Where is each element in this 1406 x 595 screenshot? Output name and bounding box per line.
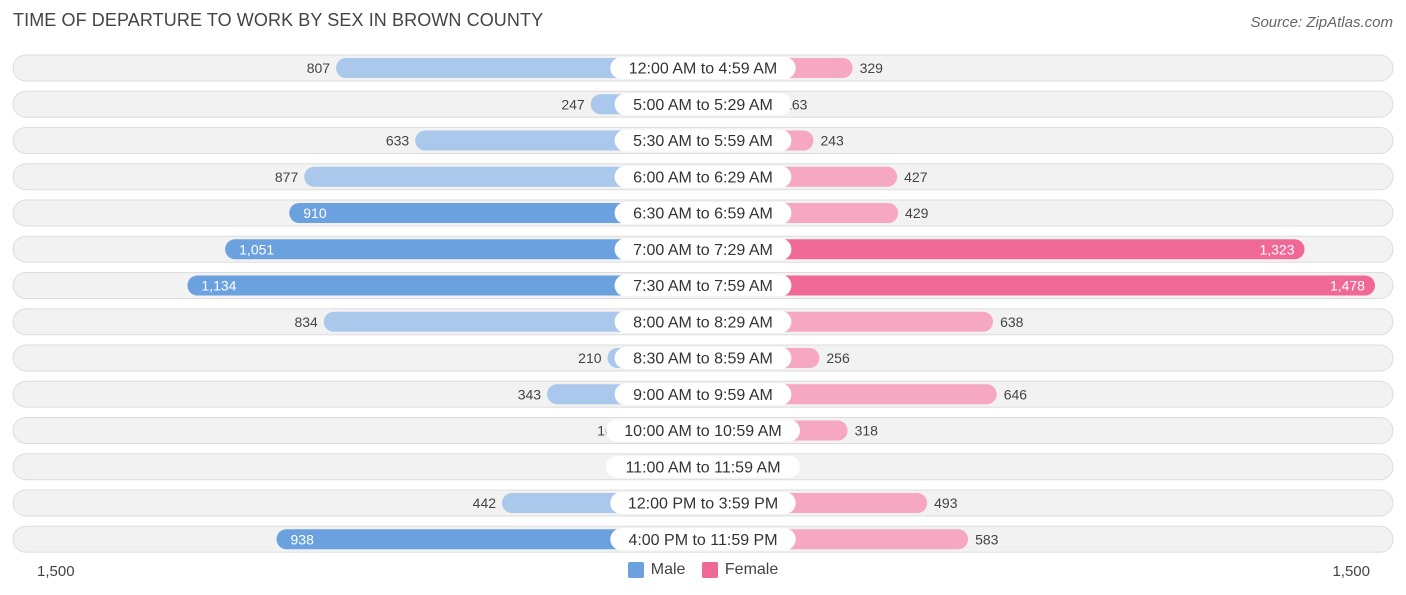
bar-male — [187, 275, 703, 296]
value-label-female: 638 — [1000, 314, 1024, 330]
legend-swatch-male — [627, 562, 644, 578]
value-label-male: 633 — [386, 133, 410, 149]
legend: Male Female — [0, 561, 1406, 583]
category-label-bg — [610, 492, 796, 514]
category-label-bg — [610, 57, 796, 79]
legend-label-male: Male — [650, 561, 686, 578]
legend-swatch-female — [701, 562, 718, 578]
value-label-female: 429 — [905, 205, 929, 221]
category-label-bg — [610, 528, 796, 551]
source-note: Source: ZipAtlas.com — [1250, 14, 1393, 31]
value-label-male: 1,051 — [239, 241, 274, 257]
value-label-male: 442 — [473, 495, 497, 511]
category-label: 10:00 AM to 10:59 AM — [624, 423, 781, 440]
category-label: 12:00 PM to 3:59 PM — [628, 496, 778, 513]
value-label-male: 247 — [561, 96, 585, 112]
category-label-bg — [614, 383, 792, 406]
category-label-bg — [614, 93, 792, 116]
value-label-female: 329 — [860, 60, 884, 76]
category-label-bg — [614, 238, 792, 261]
category-label-bg — [614, 129, 792, 152]
legend-item-male: Male — [627, 561, 686, 579]
category-label-bg — [614, 165, 792, 188]
bar-male — [304, 166, 703, 187]
axis-label-right: 1,500 — [1332, 563, 1370, 580]
bar-male — [276, 529, 703, 550]
category-label-bg — [614, 274, 792, 297]
category-label-bg — [606, 419, 800, 442]
value-label-male: 910 — [303, 205, 327, 221]
value-label-female: 318 — [855, 423, 879, 439]
category-label: 7:30 AM to 7:59 AM — [633, 278, 773, 295]
bar-female — [703, 275, 1375, 296]
category-label: 6:30 AM to 6:59 AM — [633, 206, 773, 223]
category-label: 5:30 AM to 5:59 AM — [633, 133, 773, 150]
bar-female — [703, 239, 1305, 260]
value-label-male: 938 — [291, 531, 315, 547]
bar-male — [323, 311, 703, 332]
value-label-male: 1,134 — [201, 278, 236, 294]
category-label: 11:00 AM to 11:59 AM — [625, 459, 780, 476]
value-label-female: 256 — [826, 350, 850, 366]
value-label-male: 807 — [307, 60, 331, 76]
category-label: 5:00 AM to 5:29 AM — [633, 97, 773, 114]
value-label-male: 210 — [578, 350, 602, 366]
category-label: 6:00 AM to 6:29 AM — [633, 169, 773, 186]
axis-label-left: 1,500 — [37, 563, 75, 580]
category-label: 8:30 AM to 8:59 AM — [633, 351, 773, 368]
value-label-female: 1,478 — [1330, 278, 1365, 294]
value-label-female: 493 — [934, 495, 958, 511]
value-label-female: 1,323 — [1259, 241, 1294, 257]
value-label-female: 646 — [1004, 386, 1028, 402]
category-label-bg — [606, 455, 800, 478]
category-label: 4:00 PM to 11:59 PM — [628, 532, 777, 549]
value-label-female: 427 — [904, 169, 928, 185]
category-label-bg — [614, 310, 792, 333]
legend-item-female: Female — [701, 561, 779, 579]
category-label-bg — [614, 202, 792, 224]
bar-male — [225, 239, 704, 260]
category-label-bg — [614, 347, 792, 369]
category-label: 7:00 AM to 7:29 AM — [633, 242, 773, 259]
category-label: 12:00 AM to 4:59 AM — [629, 61, 778, 78]
category-label: 8:00 AM to 8:29 AM — [633, 314, 773, 331]
value-label-male: 877 — [275, 169, 299, 185]
bar-male — [336, 58, 703, 78]
category-label: 9:00 AM to 9:59 AM — [633, 387, 773, 404]
value-label-female: 243 — [820, 133, 844, 149]
value-label-female: 583 — [975, 531, 999, 547]
legend-label-female: Female — [724, 561, 779, 578]
bar-male — [289, 203, 703, 223]
value-label-male: 834 — [294, 314, 318, 330]
chart-title: TIME OF DEPARTURE TO WORK BY SEX IN BROW… — [13, 10, 544, 30]
value-label-male: 343 — [518, 386, 542, 402]
